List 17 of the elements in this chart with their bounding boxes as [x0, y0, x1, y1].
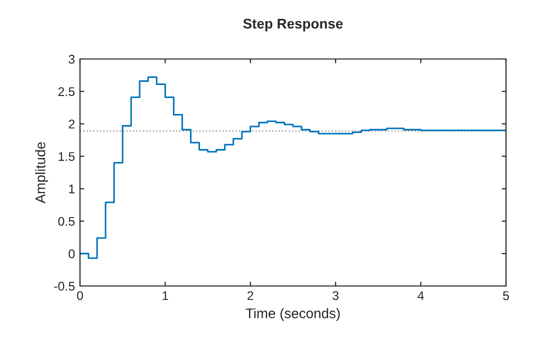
chart-title: Step Response [243, 18, 343, 32]
y-tick-label: 1 [69, 184, 75, 194]
y-axis-title: Amplitude [35, 142, 48, 204]
y-tick-label: 3 [68, 54, 75, 64]
x-tick-label: 5 [503, 291, 509, 300]
x-tick-label: 0 [77, 291, 83, 300]
y-tick-label: -0.5 [54, 282, 75, 291]
x-axis-title: Time (seconds) [246, 308, 340, 322]
x-tick-label: 3 [332, 291, 339, 300]
y-tick-label: 2.5 [58, 87, 75, 96]
x-tick-label: 1 [162, 291, 168, 300]
y-tick-label: 0 [68, 249, 75, 258]
y-tick-label: 2 [68, 120, 75, 128]
y-tick-label: 0.5 [58, 216, 75, 226]
y-tick-label: 1.5 [58, 152, 75, 161]
x-tick-label: 2 [248, 291, 254, 300]
x-tick-label: 4 [418, 291, 424, 300]
